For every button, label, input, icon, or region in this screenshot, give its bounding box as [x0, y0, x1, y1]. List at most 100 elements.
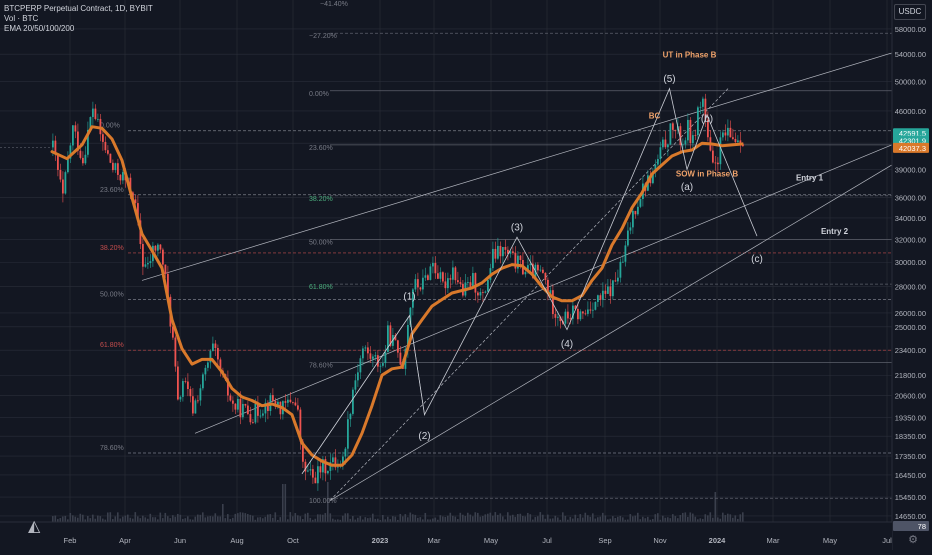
- volume-bar: [687, 516, 689, 522]
- volume-bar: [482, 516, 484, 522]
- candle-body: [217, 348, 219, 360]
- candle-body: [202, 374, 204, 389]
- time-tick-label: Jun: [174, 536, 186, 545]
- candle-body: [687, 119, 689, 141]
- volume-bar: [664, 517, 667, 522]
- candle-body: [529, 263, 532, 266]
- volume-bar: [354, 519, 357, 522]
- volume-bar: [197, 514, 199, 522]
- volume-bar: [157, 519, 159, 522]
- volume-bar: [344, 513, 347, 522]
- candle-body: [342, 456, 344, 466]
- volume-bar: [314, 518, 317, 522]
- price-tick-label: 32000.00: [895, 235, 926, 244]
- volume-bar: [299, 516, 302, 522]
- candle-body: [502, 246, 504, 257]
- volume-bar: [339, 519, 342, 522]
- candle-body: [722, 132, 724, 138]
- candle-body: [702, 98, 704, 107]
- fib-level-label: 61.80%: [309, 284, 333, 291]
- volume-bar: [119, 518, 122, 522]
- volume-bar: [307, 512, 309, 522]
- ema-indicator-label[interactable]: EMA 20/50/100/200: [4, 24, 75, 33]
- fib-level-label: 0.00%: [309, 91, 329, 98]
- candle-body: [664, 139, 667, 148]
- candle-body: [729, 127, 732, 138]
- candle-body: [179, 396, 182, 400]
- wave-label: (3): [511, 223, 523, 234]
- volume-bar: [274, 512, 277, 522]
- volume-bar: [657, 513, 659, 522]
- chart-annotations: UT in Phase B BC SOW in Phase B Entry 1 Entr…: [403, 51, 848, 443]
- symbol-title[interactable]: BTCPERP Perpetual Contract, 1D, BYBIT: [4, 4, 153, 13]
- volume-bar: [604, 515, 607, 522]
- volume-bar: [289, 512, 292, 522]
- candle-body: [74, 125, 77, 132]
- candle-body: [172, 326, 174, 338]
- candle-body: [72, 125, 74, 146]
- volume-bar: [417, 517, 419, 522]
- volume-bar: [549, 518, 552, 522]
- wave-label: (a): [681, 182, 693, 193]
- price-tick-label: 46000.00: [895, 107, 926, 116]
- volume-bar: [182, 518, 184, 522]
- volume-bar: [252, 515, 254, 522]
- wave-label: UT in Phase B: [663, 51, 717, 60]
- candle-body: [354, 380, 357, 390]
- candle-body: [119, 174, 122, 181]
- volume-bar: [429, 519, 432, 522]
- volume-bar: [489, 512, 492, 522]
- candle-body: [527, 265, 529, 273]
- candle-body: [304, 461, 307, 472]
- volume-bar: [254, 519, 257, 522]
- price-tick-label: 16450.00: [895, 471, 926, 480]
- candle-body: [359, 358, 362, 373]
- time-tick-label: 2024: [709, 536, 727, 545]
- volume-bar: [352, 516, 354, 522]
- volume-bar: [737, 518, 739, 522]
- candle-body: [64, 172, 67, 194]
- candle-body: [477, 292, 479, 296]
- candle-body: [307, 470, 309, 472]
- volume-bar: [519, 513, 522, 522]
- volume-bar: [52, 516, 54, 522]
- candle-body: [219, 359, 222, 371]
- volume-bar: [187, 516, 189, 522]
- time-tick-label: Jul: [542, 536, 552, 545]
- candle-body: [69, 145, 72, 159]
- price-tag-label: 42591.5: [899, 129, 926, 138]
- candle-body: [399, 352, 402, 365]
- currency-label[interactable]: USDC: [894, 4, 926, 20]
- volume-bar: [722, 512, 724, 522]
- candle-body: [319, 466, 322, 473]
- candle-body: [429, 266, 432, 280]
- volume-bar: [302, 518, 304, 522]
- volume-bar: [234, 513, 237, 522]
- volume-bar: [559, 519, 562, 522]
- fib-level-label: 61.80%: [100, 342, 124, 349]
- volume-bar: [709, 512, 712, 522]
- volume-bar: [644, 518, 647, 522]
- volume-bar: [742, 512, 744, 522]
- candle-body: [552, 290, 554, 315]
- volume-bar: [217, 516, 219, 522]
- price-tag: [893, 142, 929, 153]
- candle-body: [587, 309, 589, 314]
- volume-bar: [634, 515, 637, 522]
- candle-body: [507, 249, 509, 254]
- volume-bar: [259, 517, 262, 522]
- volume-bar: [587, 515, 589, 522]
- candle-body: [257, 403, 259, 416]
- candle-body: [737, 140, 739, 143]
- candle-body: [372, 356, 374, 359]
- candle-body: [524, 272, 527, 275]
- candle-body: [102, 134, 104, 142]
- gear-icon[interactable]: ⚙: [908, 534, 918, 546]
- candle-body: [237, 398, 239, 410]
- volume-indicator-label[interactable]: Vol · BTC: [4, 14, 39, 23]
- candle-body: [262, 413, 264, 416]
- volume-bar: [479, 516, 482, 522]
- volume-bar: [149, 513, 152, 522]
